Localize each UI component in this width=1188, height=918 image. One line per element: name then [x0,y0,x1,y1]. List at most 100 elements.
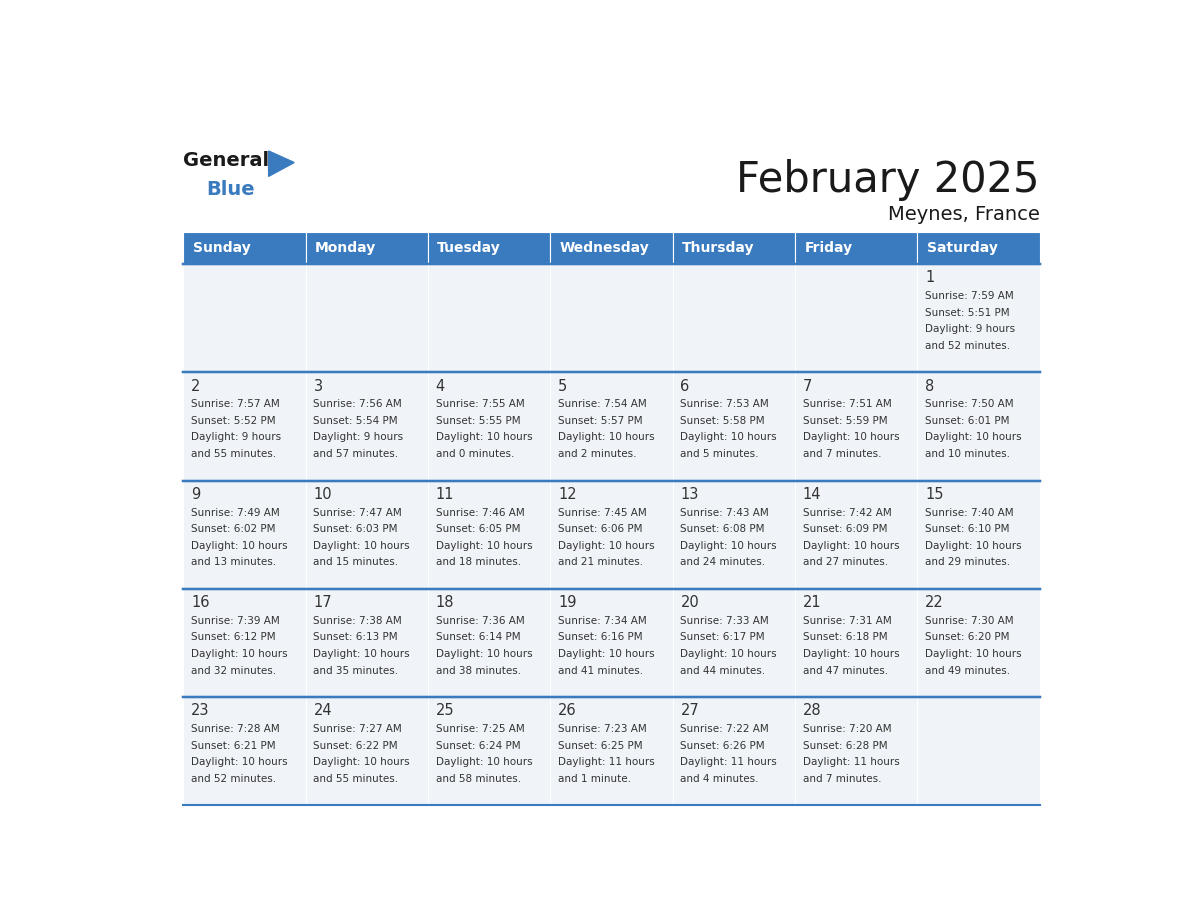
Text: Daylight: 10 hours: Daylight: 10 hours [314,541,410,551]
Bar [917,264,1040,373]
Text: and 10 minutes.: and 10 minutes. [925,449,1010,459]
Bar [183,589,305,697]
Text: 7: 7 [803,378,813,394]
Text: and 18 minutes.: and 18 minutes. [436,557,520,567]
Text: Sunrise: 7:23 AM: Sunrise: 7:23 AM [558,724,647,734]
Text: Daylight: 10 hours: Daylight: 10 hours [925,432,1022,442]
Text: and 49 minutes.: and 49 minutes. [925,666,1010,676]
Text: 18: 18 [436,595,454,610]
Text: 22: 22 [925,595,944,610]
Text: Sunrise: 7:40 AM: Sunrise: 7:40 AM [925,508,1013,518]
Text: Sunrise: 7:49 AM: Sunrise: 7:49 AM [191,508,280,518]
Text: Daylight: 11 hours: Daylight: 11 hours [558,757,655,767]
Text: General: General [183,151,270,170]
Bar [183,373,305,481]
Text: Sunrise: 7:55 AM: Sunrise: 7:55 AM [436,399,525,409]
Text: 3: 3 [314,378,323,394]
Text: and 4 minutes.: and 4 minutes. [681,774,759,784]
Text: and 1 minute.: and 1 minute. [558,774,631,784]
Text: 17: 17 [314,595,333,610]
Text: and 52 minutes.: and 52 minutes. [191,774,277,784]
Text: Daylight: 10 hours: Daylight: 10 hours [925,541,1022,551]
Bar [795,232,917,264]
Text: 28: 28 [803,703,821,719]
Bar [428,589,550,697]
Text: and 58 minutes.: and 58 minutes. [436,774,520,784]
Text: Sunset: 6:02 PM: Sunset: 6:02 PM [191,524,276,534]
Text: Daylight: 10 hours: Daylight: 10 hours [558,432,655,442]
Text: 11: 11 [436,487,454,502]
Text: Sunrise: 7:39 AM: Sunrise: 7:39 AM [191,616,280,626]
Bar [550,697,672,805]
Text: Thursday: Thursday [682,241,754,255]
Text: Sunrise: 7:34 AM: Sunrise: 7:34 AM [558,616,647,626]
Text: 5: 5 [558,378,568,394]
Text: Blue: Blue [207,180,255,199]
Bar [550,589,672,697]
Text: Sunset: 5:51 PM: Sunset: 5:51 PM [925,308,1010,318]
Text: 13: 13 [681,487,699,502]
Text: Sunset: 6:08 PM: Sunset: 6:08 PM [681,524,765,534]
Text: Sunrise: 7:42 AM: Sunrise: 7:42 AM [803,508,891,518]
Bar [183,264,305,373]
Bar [795,697,917,805]
Bar [672,697,795,805]
Text: and 47 minutes.: and 47 minutes. [803,666,887,676]
Text: and 13 minutes.: and 13 minutes. [191,557,277,567]
Text: Sunset: 6:09 PM: Sunset: 6:09 PM [803,524,887,534]
Text: Sunset: 6:28 PM: Sunset: 6:28 PM [803,741,887,751]
Text: 14: 14 [803,487,821,502]
Text: Sunset: 6:21 PM: Sunset: 6:21 PM [191,741,276,751]
Bar [917,589,1040,697]
Bar [795,373,917,481]
Text: and 52 minutes.: and 52 minutes. [925,341,1010,351]
Bar [550,481,672,589]
Text: Sunrise: 7:30 AM: Sunrise: 7:30 AM [925,616,1013,626]
Text: Sunrise: 7:31 AM: Sunrise: 7:31 AM [803,616,891,626]
Text: Saturday: Saturday [927,241,998,255]
Bar [550,232,672,264]
Text: 12: 12 [558,487,576,502]
Text: and 21 minutes.: and 21 minutes. [558,557,643,567]
Text: Sunrise: 7:27 AM: Sunrise: 7:27 AM [314,724,403,734]
Bar [917,232,1040,264]
Text: Daylight: 10 hours: Daylight: 10 hours [314,757,410,767]
Text: and 15 minutes.: and 15 minutes. [314,557,399,567]
Text: 20: 20 [681,595,700,610]
Text: and 38 minutes.: and 38 minutes. [436,666,520,676]
Text: 2: 2 [191,378,201,394]
Text: Daylight: 10 hours: Daylight: 10 hours [436,432,532,442]
Text: and 2 minutes.: and 2 minutes. [558,449,637,459]
Text: 19: 19 [558,595,576,610]
Text: Daylight: 10 hours: Daylight: 10 hours [436,649,532,659]
Text: Sunset: 6:26 PM: Sunset: 6:26 PM [681,741,765,751]
Text: Daylight: 10 hours: Daylight: 10 hours [803,649,899,659]
Text: 23: 23 [191,703,209,719]
Text: Monday: Monday [315,241,377,255]
Bar [305,589,428,697]
Bar [672,264,795,373]
Text: and 29 minutes.: and 29 minutes. [925,557,1010,567]
Text: and 35 minutes.: and 35 minutes. [314,666,399,676]
Text: Daylight: 10 hours: Daylight: 10 hours [191,541,287,551]
Text: Daylight: 10 hours: Daylight: 10 hours [314,649,410,659]
Text: and 7 minutes.: and 7 minutes. [803,449,881,459]
Text: Sunrise: 7:56 AM: Sunrise: 7:56 AM [314,399,403,409]
Text: 21: 21 [803,595,821,610]
Text: and 32 minutes.: and 32 minutes. [191,666,277,676]
Text: 16: 16 [191,595,209,610]
Text: Daylight: 10 hours: Daylight: 10 hours [803,541,899,551]
Bar [550,264,672,373]
Text: Sunset: 6:06 PM: Sunset: 6:06 PM [558,524,643,534]
Text: Sunset: 5:54 PM: Sunset: 5:54 PM [314,416,398,426]
Text: Daylight: 10 hours: Daylight: 10 hours [191,757,287,767]
Text: 6: 6 [681,378,690,394]
Bar [672,481,795,589]
Bar [305,232,428,264]
Bar [795,264,917,373]
Text: Sunrise: 7:33 AM: Sunrise: 7:33 AM [681,616,770,626]
Polygon shape [268,151,295,176]
Text: Daylight: 10 hours: Daylight: 10 hours [191,649,287,659]
Bar [917,373,1040,481]
Text: and 7 minutes.: and 7 minutes. [803,774,881,784]
